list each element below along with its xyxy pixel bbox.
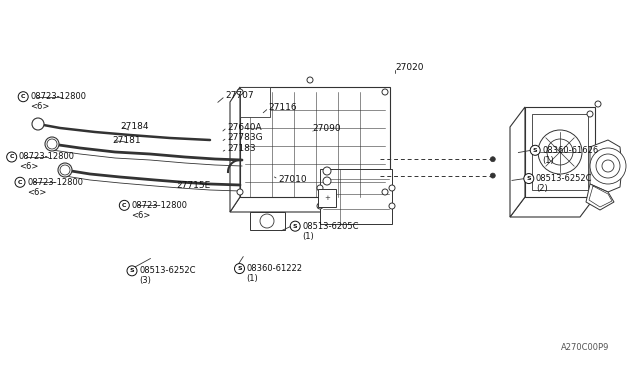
Text: 08513-6205C: 08513-6205C	[302, 222, 358, 231]
Text: (3): (3)	[139, 276, 151, 285]
Text: S: S	[237, 266, 242, 271]
Polygon shape	[532, 114, 588, 190]
Text: 27116: 27116	[269, 103, 298, 112]
Text: 27715E: 27715E	[176, 181, 211, 190]
Circle shape	[234, 264, 244, 273]
Circle shape	[547, 139, 573, 165]
Circle shape	[524, 174, 534, 183]
Circle shape	[382, 189, 388, 195]
Circle shape	[290, 221, 300, 231]
Circle shape	[15, 177, 25, 187]
Text: C: C	[18, 180, 22, 185]
Text: S: S	[527, 176, 531, 181]
Text: 08360-61222: 08360-61222	[246, 264, 303, 273]
Text: 08513-6252C: 08513-6252C	[536, 174, 592, 183]
Polygon shape	[525, 107, 595, 197]
Text: <6>: <6>	[30, 102, 49, 111]
Circle shape	[317, 185, 323, 191]
Polygon shape	[230, 87, 240, 212]
Text: +: +	[324, 195, 330, 201]
Polygon shape	[240, 87, 390, 197]
Text: <6>: <6>	[131, 211, 150, 220]
Circle shape	[237, 189, 243, 195]
Polygon shape	[230, 197, 390, 212]
Text: C: C	[122, 203, 127, 208]
Circle shape	[490, 157, 495, 162]
Polygon shape	[510, 197, 595, 217]
Text: 27181: 27181	[112, 136, 141, 145]
Text: 08723-12800: 08723-12800	[27, 178, 83, 187]
Text: S: S	[533, 148, 538, 153]
Text: 08723-12800: 08723-12800	[19, 153, 75, 161]
Text: C: C	[21, 94, 26, 99]
Text: <6>: <6>	[19, 163, 38, 171]
Polygon shape	[586, 184, 614, 210]
Circle shape	[32, 118, 44, 130]
Circle shape	[47, 139, 57, 149]
Polygon shape	[590, 140, 622, 192]
Text: 08513-6252C: 08513-6252C	[139, 266, 195, 275]
Text: 27783G: 27783G	[227, 133, 263, 142]
Polygon shape	[320, 169, 392, 224]
Circle shape	[6, 152, 17, 162]
Text: 08723-12800: 08723-12800	[30, 92, 86, 101]
Text: (1): (1)	[246, 274, 259, 283]
Circle shape	[323, 167, 331, 175]
Text: (2): (2)	[536, 184, 548, 193]
Text: 08360-61626: 08360-61626	[542, 146, 598, 155]
Circle shape	[323, 177, 331, 185]
Circle shape	[18, 92, 28, 102]
Circle shape	[530, 145, 540, 155]
Text: (1): (1)	[302, 232, 314, 241]
Circle shape	[307, 77, 313, 83]
Polygon shape	[240, 87, 270, 117]
Circle shape	[60, 165, 70, 175]
Circle shape	[317, 203, 323, 209]
Circle shape	[58, 163, 72, 177]
Text: 27010: 27010	[278, 175, 307, 184]
Circle shape	[127, 266, 137, 276]
Circle shape	[596, 154, 620, 178]
Circle shape	[538, 130, 582, 174]
Circle shape	[590, 148, 626, 184]
Polygon shape	[318, 189, 336, 207]
Circle shape	[45, 137, 59, 151]
Text: 27090: 27090	[312, 124, 341, 133]
Text: 27020: 27020	[396, 63, 424, 72]
Text: 27183: 27183	[227, 144, 256, 153]
Text: S: S	[293, 224, 298, 229]
Polygon shape	[250, 212, 285, 230]
Text: 08723-12800: 08723-12800	[131, 201, 188, 210]
Text: <6>: <6>	[27, 188, 46, 197]
Circle shape	[602, 160, 614, 172]
Text: (1): (1)	[542, 156, 554, 165]
Text: 27184: 27184	[120, 122, 149, 131]
Text: 27707: 27707	[225, 92, 254, 100]
Circle shape	[389, 203, 395, 209]
Circle shape	[595, 101, 601, 107]
Circle shape	[237, 89, 243, 95]
Text: 27640A: 27640A	[227, 123, 262, 132]
Text: A270C00P9: A270C00P9	[561, 343, 609, 352]
Circle shape	[587, 111, 593, 117]
Polygon shape	[510, 107, 525, 217]
Circle shape	[389, 185, 395, 191]
Text: S: S	[130, 268, 134, 273]
Circle shape	[382, 89, 388, 95]
Circle shape	[260, 214, 274, 228]
Circle shape	[490, 173, 495, 178]
Text: C: C	[10, 154, 14, 160]
Circle shape	[119, 201, 129, 210]
